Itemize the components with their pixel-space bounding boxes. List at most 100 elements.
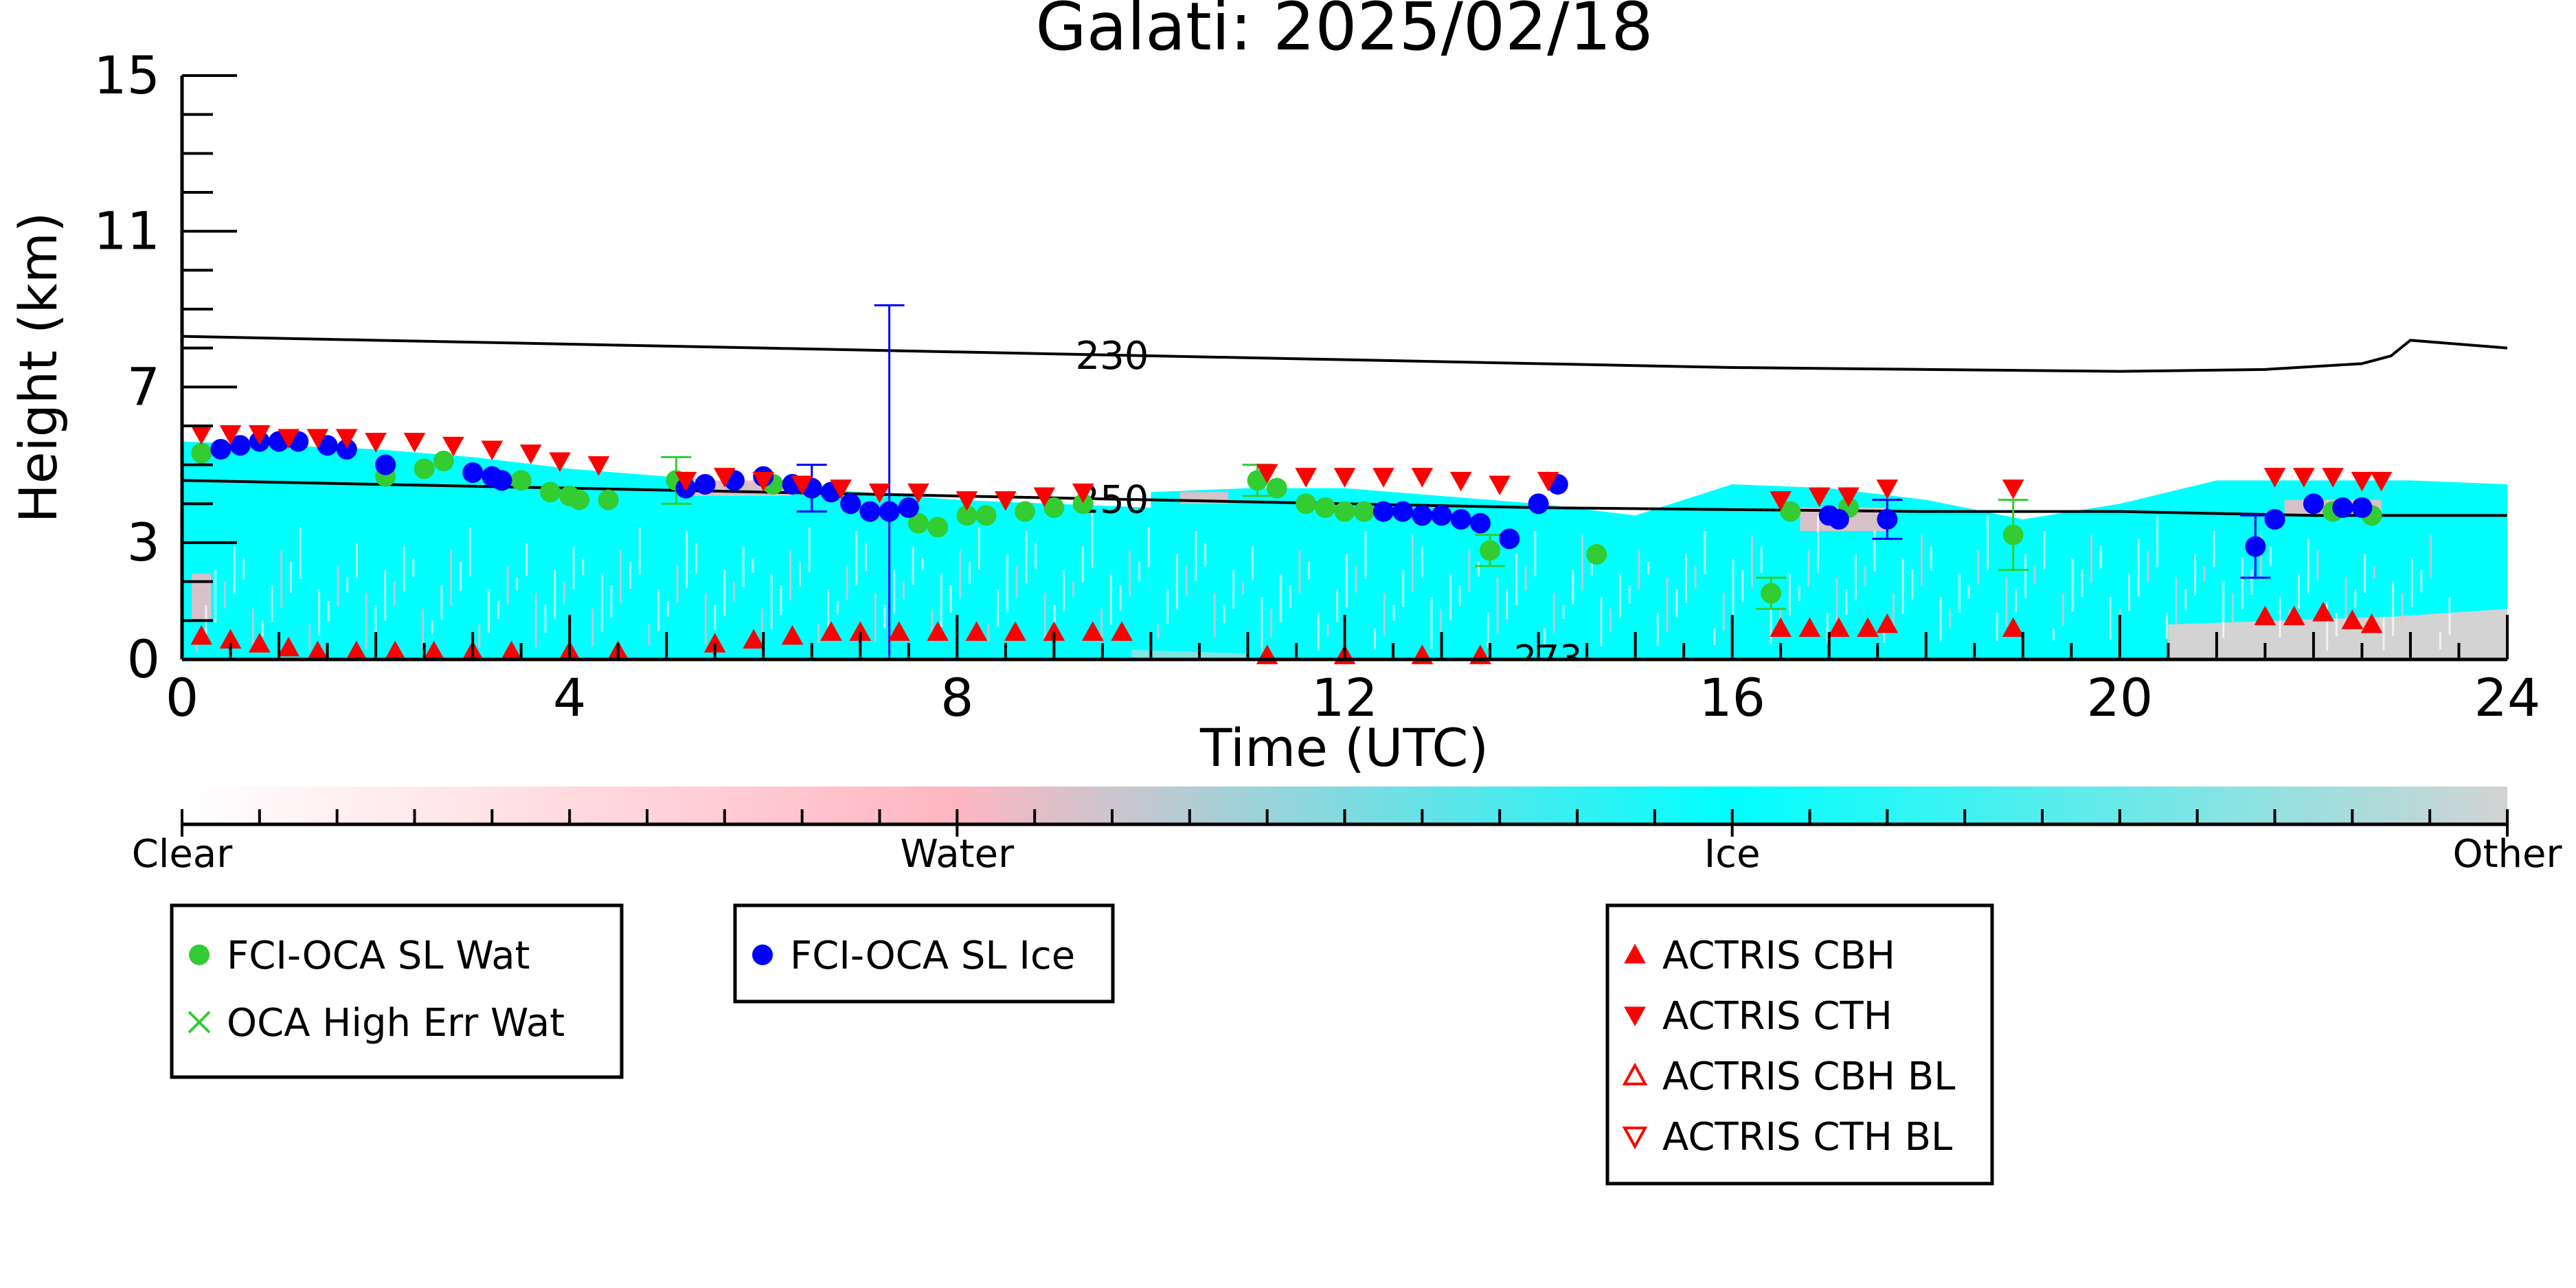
data-point bbox=[2341, 609, 2364, 629]
data-point bbox=[1411, 468, 1434, 488]
data-point bbox=[414, 458, 435, 479]
data-point bbox=[491, 470, 512, 491]
colorbar-label: Other bbox=[2452, 832, 2562, 877]
contour-line-230 bbox=[182, 335, 2507, 373]
data-point bbox=[229, 435, 251, 456]
contour-label-273: 273 bbox=[1514, 638, 1582, 679]
x-tick-label: 16 bbox=[1699, 667, 1765, 728]
contour-label-230: 230 bbox=[1076, 334, 1149, 379]
data-point bbox=[219, 425, 242, 445]
data-point bbox=[1499, 528, 1520, 550]
series-fci-oca-sl-ice bbox=[210, 304, 2373, 661]
data-point bbox=[519, 444, 542, 464]
data-point bbox=[1033, 487, 1056, 508]
data-point bbox=[549, 452, 571, 473]
legend-frame bbox=[1605, 903, 1994, 1186]
data-point bbox=[1827, 617, 1850, 637]
x-tick-label: 0 bbox=[166, 667, 199, 728]
data-point bbox=[1372, 468, 1394, 488]
legend-marker bbox=[1624, 1006, 1646, 1027]
x-axis-label: Time (UTC) bbox=[1199, 717, 1489, 778]
data-point bbox=[2351, 497, 2373, 518]
data-point bbox=[1334, 501, 1355, 522]
data-point bbox=[1015, 501, 1036, 522]
data-point bbox=[1876, 479, 1899, 499]
data-point bbox=[927, 621, 949, 641]
data-point bbox=[2303, 493, 2324, 515]
x-tick-label: 8 bbox=[940, 667, 973, 728]
data-point bbox=[1798, 617, 1821, 637]
chart-title: Galati: 2025/02/18 bbox=[1035, 0, 1653, 65]
legend-label: FCI-OCA SL Ice bbox=[790, 934, 1075, 978]
y-axis-label: Height (km) bbox=[8, 212, 69, 523]
data-point bbox=[1808, 487, 1831, 508]
data-point bbox=[2245, 536, 2266, 557]
legend-frame bbox=[170, 903, 624, 1079]
data-point bbox=[868, 483, 891, 504]
data-point bbox=[1372, 501, 1394, 522]
data-point bbox=[975, 505, 997, 526]
data-point bbox=[2351, 471, 2373, 492]
colorbar-label: Water bbox=[901, 832, 1015, 877]
data-point bbox=[2283, 605, 2305, 626]
data-point bbox=[1431, 505, 1452, 526]
data-point bbox=[1489, 475, 1511, 496]
axes: 0 3 7 11 15 0 4 8 12 16 20 24 bbox=[93, 45, 2540, 728]
data-point bbox=[1315, 497, 1336, 518]
data-point bbox=[888, 621, 910, 641]
data-point bbox=[1072, 483, 1094, 504]
data-point bbox=[879, 501, 900, 522]
data-point bbox=[694, 474, 716, 495]
data-point bbox=[510, 470, 532, 491]
data-point bbox=[2264, 509, 2285, 530]
data-point bbox=[306, 429, 329, 449]
data-point bbox=[433, 451, 454, 471]
data-point bbox=[1256, 464, 1278, 484]
data-point bbox=[1828, 509, 1849, 530]
data-point bbox=[956, 505, 978, 526]
y-tick-label: 3 bbox=[127, 512, 160, 573]
data-point bbox=[1004, 621, 1026, 641]
data-point bbox=[859, 501, 881, 522]
data-point bbox=[248, 633, 271, 653]
data-point bbox=[675, 471, 697, 492]
data-point bbox=[2002, 617, 2024, 637]
data-point bbox=[830, 479, 852, 499]
data-point bbox=[965, 621, 988, 641]
data-point bbox=[2292, 468, 2315, 488]
data-point bbox=[1072, 493, 1094, 515]
data-point bbox=[1392, 501, 1414, 522]
data-point bbox=[1353, 501, 1375, 522]
data-point bbox=[781, 624, 804, 645]
data-point bbox=[898, 497, 919, 518]
data-point bbox=[752, 471, 775, 492]
colorbar: Clear Water Ice Other bbox=[132, 787, 2562, 877]
legend-marker bbox=[752, 945, 773, 965]
colorbar-label: Ice bbox=[1704, 832, 1761, 877]
legend-box-2: FCI-OCA SL Ice bbox=[733, 903, 1115, 1004]
colorbar-label: Clear bbox=[132, 832, 233, 877]
data-point bbox=[907, 512, 929, 534]
data-point bbox=[278, 429, 300, 449]
data-point bbox=[907, 483, 929, 504]
data-point bbox=[598, 489, 619, 510]
data-point bbox=[481, 440, 504, 461]
data-point bbox=[336, 439, 357, 460]
data-point bbox=[995, 491, 1017, 511]
data-point bbox=[840, 493, 861, 515]
data-point bbox=[2360, 613, 2383, 633]
data-point bbox=[1586, 544, 1607, 565]
data-point bbox=[1469, 512, 1491, 534]
data-point bbox=[1537, 471, 1559, 492]
data-point bbox=[1412, 505, 1433, 526]
data-point bbox=[2002, 479, 2024, 499]
data-point bbox=[335, 429, 358, 449]
legend-box-3: ACTRIS CBH ACTRIS CTH ACTRIS CBH BL ACTRIS … bbox=[1605, 903, 1994, 1186]
y-tick-label: 11 bbox=[93, 201, 160, 262]
legend-label: ACTRIS CBH BL bbox=[1662, 1054, 1955, 1099]
data-point bbox=[1296, 493, 1317, 515]
data-point bbox=[1449, 471, 1472, 492]
data-point bbox=[375, 454, 396, 475]
data-point bbox=[1295, 468, 1317, 488]
